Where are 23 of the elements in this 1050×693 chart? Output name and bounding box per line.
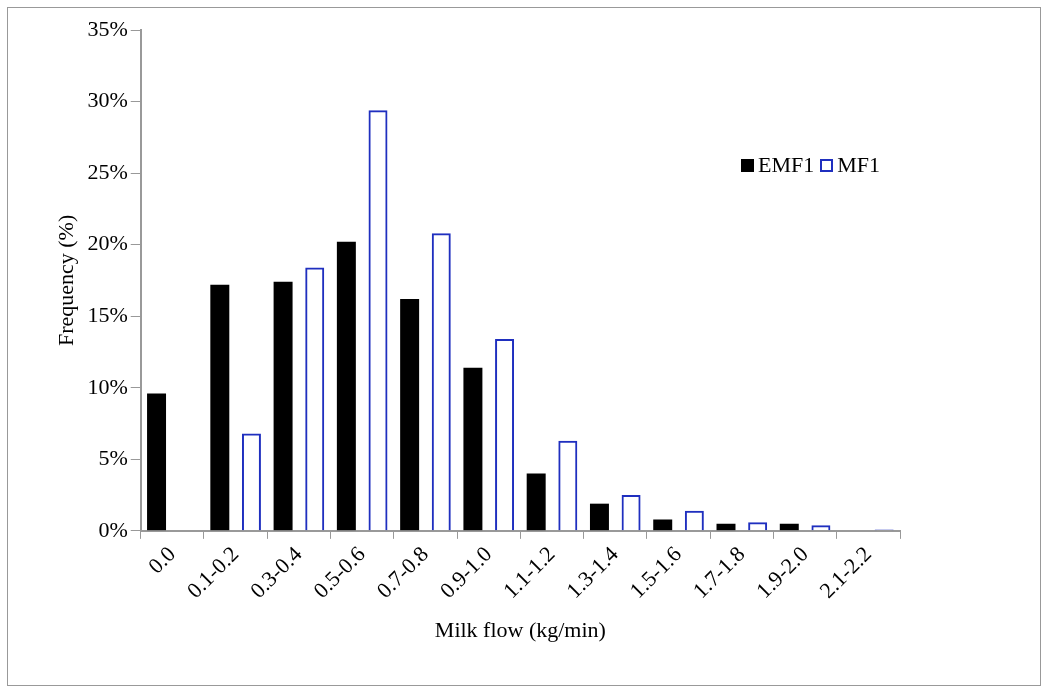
legend-label: EMF1 <box>758 152 815 179</box>
x-tick-label: 0.0 <box>142 541 180 579</box>
y-axis-title: Frequency (%) <box>52 214 78 347</box>
bar <box>210 284 230 531</box>
bar <box>463 367 483 531</box>
bar <box>779 523 799 531</box>
bar <box>336 241 356 531</box>
bar <box>273 281 293 531</box>
y-tick-label: 0% <box>98 516 128 542</box>
y-tick-label: 10% <box>87 373 128 399</box>
y-tick-label: 20% <box>87 230 128 256</box>
y-tick-label: 35% <box>87 15 128 41</box>
x-axis-title: Milk flow (kg/min) <box>434 616 606 642</box>
bar <box>653 519 673 531</box>
bar <box>400 299 420 531</box>
bar <box>589 503 609 531</box>
y-tick-label: 25% <box>87 158 128 184</box>
y-tick-label: 5% <box>98 445 128 471</box>
y-tick-label: 30% <box>87 87 128 113</box>
y-tick-label: 15% <box>87 301 128 327</box>
bar <box>147 393 167 531</box>
bar <box>526 473 546 531</box>
legend-label: MF1 <box>837 152 881 179</box>
